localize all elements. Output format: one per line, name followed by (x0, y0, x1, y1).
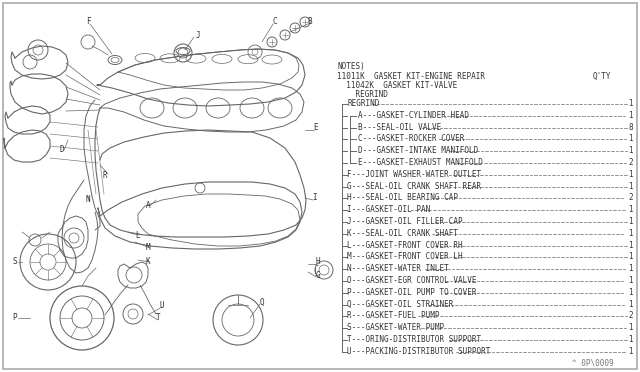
Text: E---GASKET-EXHAUST MANIFOLD: E---GASKET-EXHAUST MANIFOLD (358, 158, 483, 167)
Text: N: N (86, 196, 90, 205)
Text: M---GASKET-FRONT COVER LH: M---GASKET-FRONT COVER LH (347, 252, 463, 262)
Text: P: P (13, 314, 17, 323)
Text: REGRIND: REGRIND (337, 90, 388, 99)
Text: U: U (160, 301, 164, 310)
Text: L---GASKET-FRONT COVER RH: L---GASKET-FRONT COVER RH (347, 241, 463, 250)
Text: K---SEAL-OIL CRANK SHAFT: K---SEAL-OIL CRANK SHAFT (347, 229, 458, 238)
Text: F---JOINT WASHER-WATER OUTLET: F---JOINT WASHER-WATER OUTLET (347, 170, 481, 179)
Text: U---PACKING-DISTRIBUTOR SUPPORT: U---PACKING-DISTRIBUTOR SUPPORT (347, 347, 490, 356)
Text: REGRIND: REGRIND (347, 99, 380, 108)
Text: 1: 1 (628, 288, 633, 297)
Text: I---GASKET-OIL PAN: I---GASKET-OIL PAN (347, 205, 430, 214)
Text: H---SEAL-OIL BEARING CAP: H---SEAL-OIL BEARING CAP (347, 193, 458, 202)
Text: D: D (60, 145, 64, 154)
Text: C: C (273, 17, 277, 26)
Text: 1: 1 (628, 217, 633, 226)
Text: 1: 1 (628, 299, 633, 309)
Text: 11011K  GASKET KIT-ENGINE REPAIR: 11011K GASKET KIT-ENGINE REPAIR (337, 72, 485, 81)
Text: 2: 2 (628, 158, 633, 167)
Text: A: A (146, 201, 150, 209)
Text: ^ 0P\0009: ^ 0P\0009 (572, 358, 614, 367)
Text: S---GASKET-WATER PUMP: S---GASKET-WATER PUMP (347, 323, 444, 332)
Text: 1: 1 (628, 205, 633, 214)
Text: G: G (316, 270, 320, 279)
Text: J: J (196, 31, 200, 39)
Text: 1: 1 (628, 335, 633, 344)
Text: 1: 1 (628, 264, 633, 273)
Text: 1: 1 (628, 252, 633, 262)
Text: O---GASKET-EGR CONTROL VALVE: O---GASKET-EGR CONTROL VALVE (347, 276, 477, 285)
Text: I: I (313, 193, 317, 202)
Text: N---GASKET-WATER INLET: N---GASKET-WATER INLET (347, 264, 449, 273)
Text: 1: 1 (628, 134, 633, 143)
Text: 11042K  GASKET KIT-VALVE: 11042K GASKET KIT-VALVE (337, 81, 457, 90)
Text: Q---GASKET-OIL STRAINER: Q---GASKET-OIL STRAINER (347, 299, 453, 309)
Text: P---GASKET-OIL PUMP TO COVER: P---GASKET-OIL PUMP TO COVER (347, 288, 477, 297)
Text: NOTES): NOTES) (337, 62, 365, 71)
Text: M: M (146, 244, 150, 253)
Text: 1: 1 (628, 323, 633, 332)
Text: 8: 8 (628, 123, 633, 132)
Text: A---GASKET-CYLINDER HEAD: A---GASKET-CYLINDER HEAD (358, 111, 469, 120)
Text: R: R (102, 170, 108, 180)
Text: L: L (136, 231, 140, 240)
Text: Q'TY: Q'TY (593, 72, 611, 81)
Text: H: H (316, 257, 320, 266)
Text: B---SEAL-OIL VALVE: B---SEAL-OIL VALVE (358, 123, 441, 132)
Text: J---GASKET-OIL FILLER CAP: J---GASKET-OIL FILLER CAP (347, 217, 463, 226)
Text: 1: 1 (628, 146, 633, 155)
Text: T: T (156, 314, 160, 323)
Text: T---ORING-DISTRIBUTOR SUPPORT: T---ORING-DISTRIBUTOR SUPPORT (347, 335, 481, 344)
Text: K: K (146, 257, 150, 266)
Text: 1: 1 (628, 182, 633, 190)
Text: D---GASKET-INTAKE MANIFOLD: D---GASKET-INTAKE MANIFOLD (358, 146, 478, 155)
Text: Q: Q (260, 298, 264, 307)
Text: 1: 1 (628, 111, 633, 120)
Text: B: B (308, 17, 312, 26)
Text: R---GASKET-FUEL PUMP: R---GASKET-FUEL PUMP (347, 311, 440, 320)
Text: 1: 1 (628, 276, 633, 285)
Text: G---SEAL-OIL CRANK SHAFT REAR: G---SEAL-OIL CRANK SHAFT REAR (347, 182, 481, 190)
Text: 1: 1 (628, 229, 633, 238)
Text: E: E (314, 124, 318, 132)
Text: S: S (13, 257, 17, 266)
Text: 2: 2 (628, 311, 633, 320)
Text: F: F (86, 17, 90, 26)
Text: 1: 1 (628, 170, 633, 179)
Text: C---GASKET-ROCKER COVER: C---GASKET-ROCKER COVER (358, 134, 465, 143)
Text: 2: 2 (628, 193, 633, 202)
Text: 1: 1 (628, 347, 633, 356)
Text: 1: 1 (628, 99, 633, 108)
Text: 1: 1 (628, 241, 633, 250)
